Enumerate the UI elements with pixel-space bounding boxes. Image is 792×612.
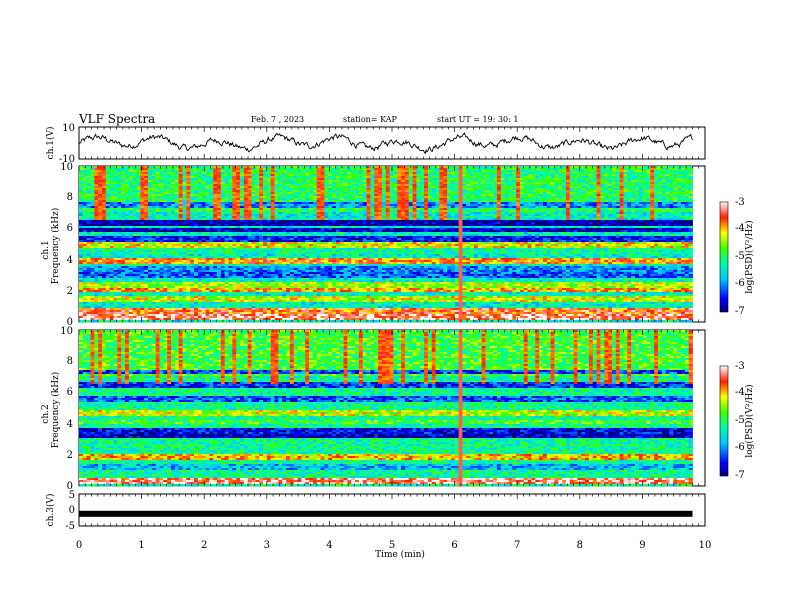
ch1-waveform-panel: 10 -10 ch.1(V) [45, 123, 705, 165]
ch1-wave-ylabel: ch.1(V) [45, 127, 56, 160]
vlf-spectra-figure: VLF Spectra Feb. 7 , 2023 station= KAP s… [0, 0, 792, 612]
ch1-wave-ytick-top: 10 [62, 123, 75, 134]
figure-title: VLF Spectra [78, 112, 155, 126]
start-ut-label: start UT = 19: 30: 1 [437, 115, 518, 124]
ch1-waveform-trace [79, 133, 693, 153]
ch1-spectrogram-image [79, 166, 693, 322]
date-label: Feb. 7 , 2023 [251, 115, 304, 124]
ch1-spectrogram-panel: 0 2 4 6 8 10 ch.1 Frequency (kHz) -3 -4 … [41, 162, 755, 328]
station-label: station= KAP [343, 115, 398, 124]
